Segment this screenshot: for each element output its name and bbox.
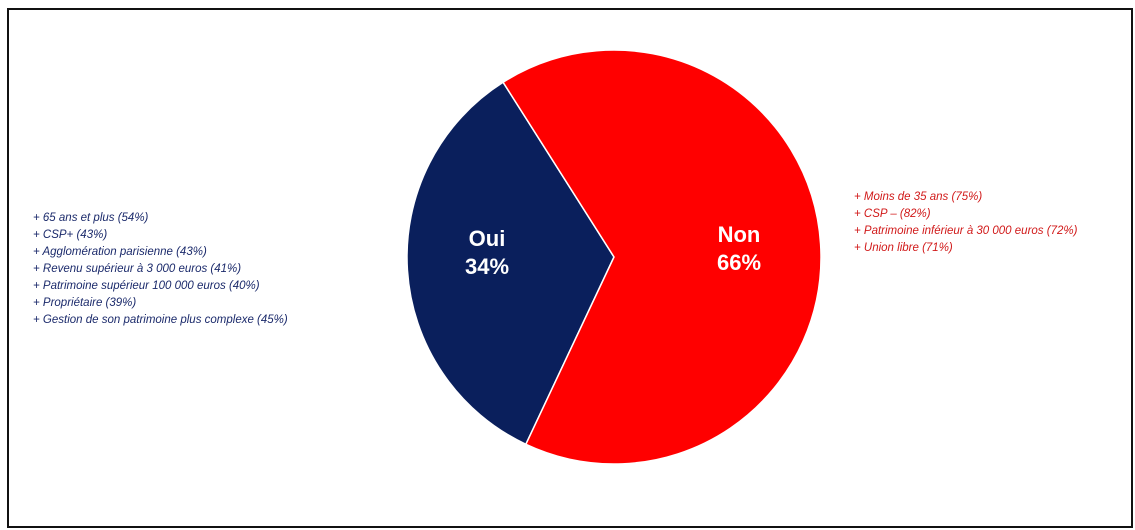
oui-annotation-item: + Gestion de son patrimoine plus complex…: [33, 314, 288, 326]
non-annotation-item: + Moins de 35 ans (75%): [854, 191, 983, 203]
slice-label-non: Non 66%: [699, 221, 779, 277]
non-annotation-item: + CSP – (82%): [854, 208, 931, 220]
pie-chart: [406, 49, 822, 465]
non-annotations: + Moins de 35 ans (75%) + CSP – (82%) + …: [854, 189, 1077, 257]
oui-annotations: + 65 ans et plus (54%) + CSP+ (43%) + Ag…: [33, 210, 288, 329]
non-annotation-item: + Patrimoine inférieur à 30 000 euros (7…: [854, 225, 1078, 237]
slice-percent-oui: 34%: [464, 254, 510, 279]
oui-annotation-item: + Agglomération parisienne (43%): [33, 246, 207, 258]
slice-name-non: Non: [717, 222, 761, 247]
slice-oui: [406, 81, 615, 446]
oui-annotation-item: + CSP+ (43%): [33, 229, 108, 241]
non-annotation-item: + Union libre (71%): [854, 242, 953, 254]
oui-annotation-item: + Patrimoine supérieur 100 000 euros (40…: [33, 280, 260, 292]
oui-annotation-item: + Revenu supérieur à 3 000 euros (41%): [33, 263, 242, 275]
slice-non: [502, 49, 822, 465]
slice-name-oui: Oui: [468, 226, 506, 251]
slice-percent-non: 66%: [716, 250, 762, 275]
oui-annotation-item: + Propriétaire (39%): [33, 297, 137, 309]
oui-annotation-item: + 65 ans et plus (54%): [33, 212, 149, 224]
chart-frame: Oui 34% Non 66% + 65 ans et plus (54%) +…: [7, 8, 1133, 528]
slice-label-oui: Oui 34%: [457, 225, 517, 281]
